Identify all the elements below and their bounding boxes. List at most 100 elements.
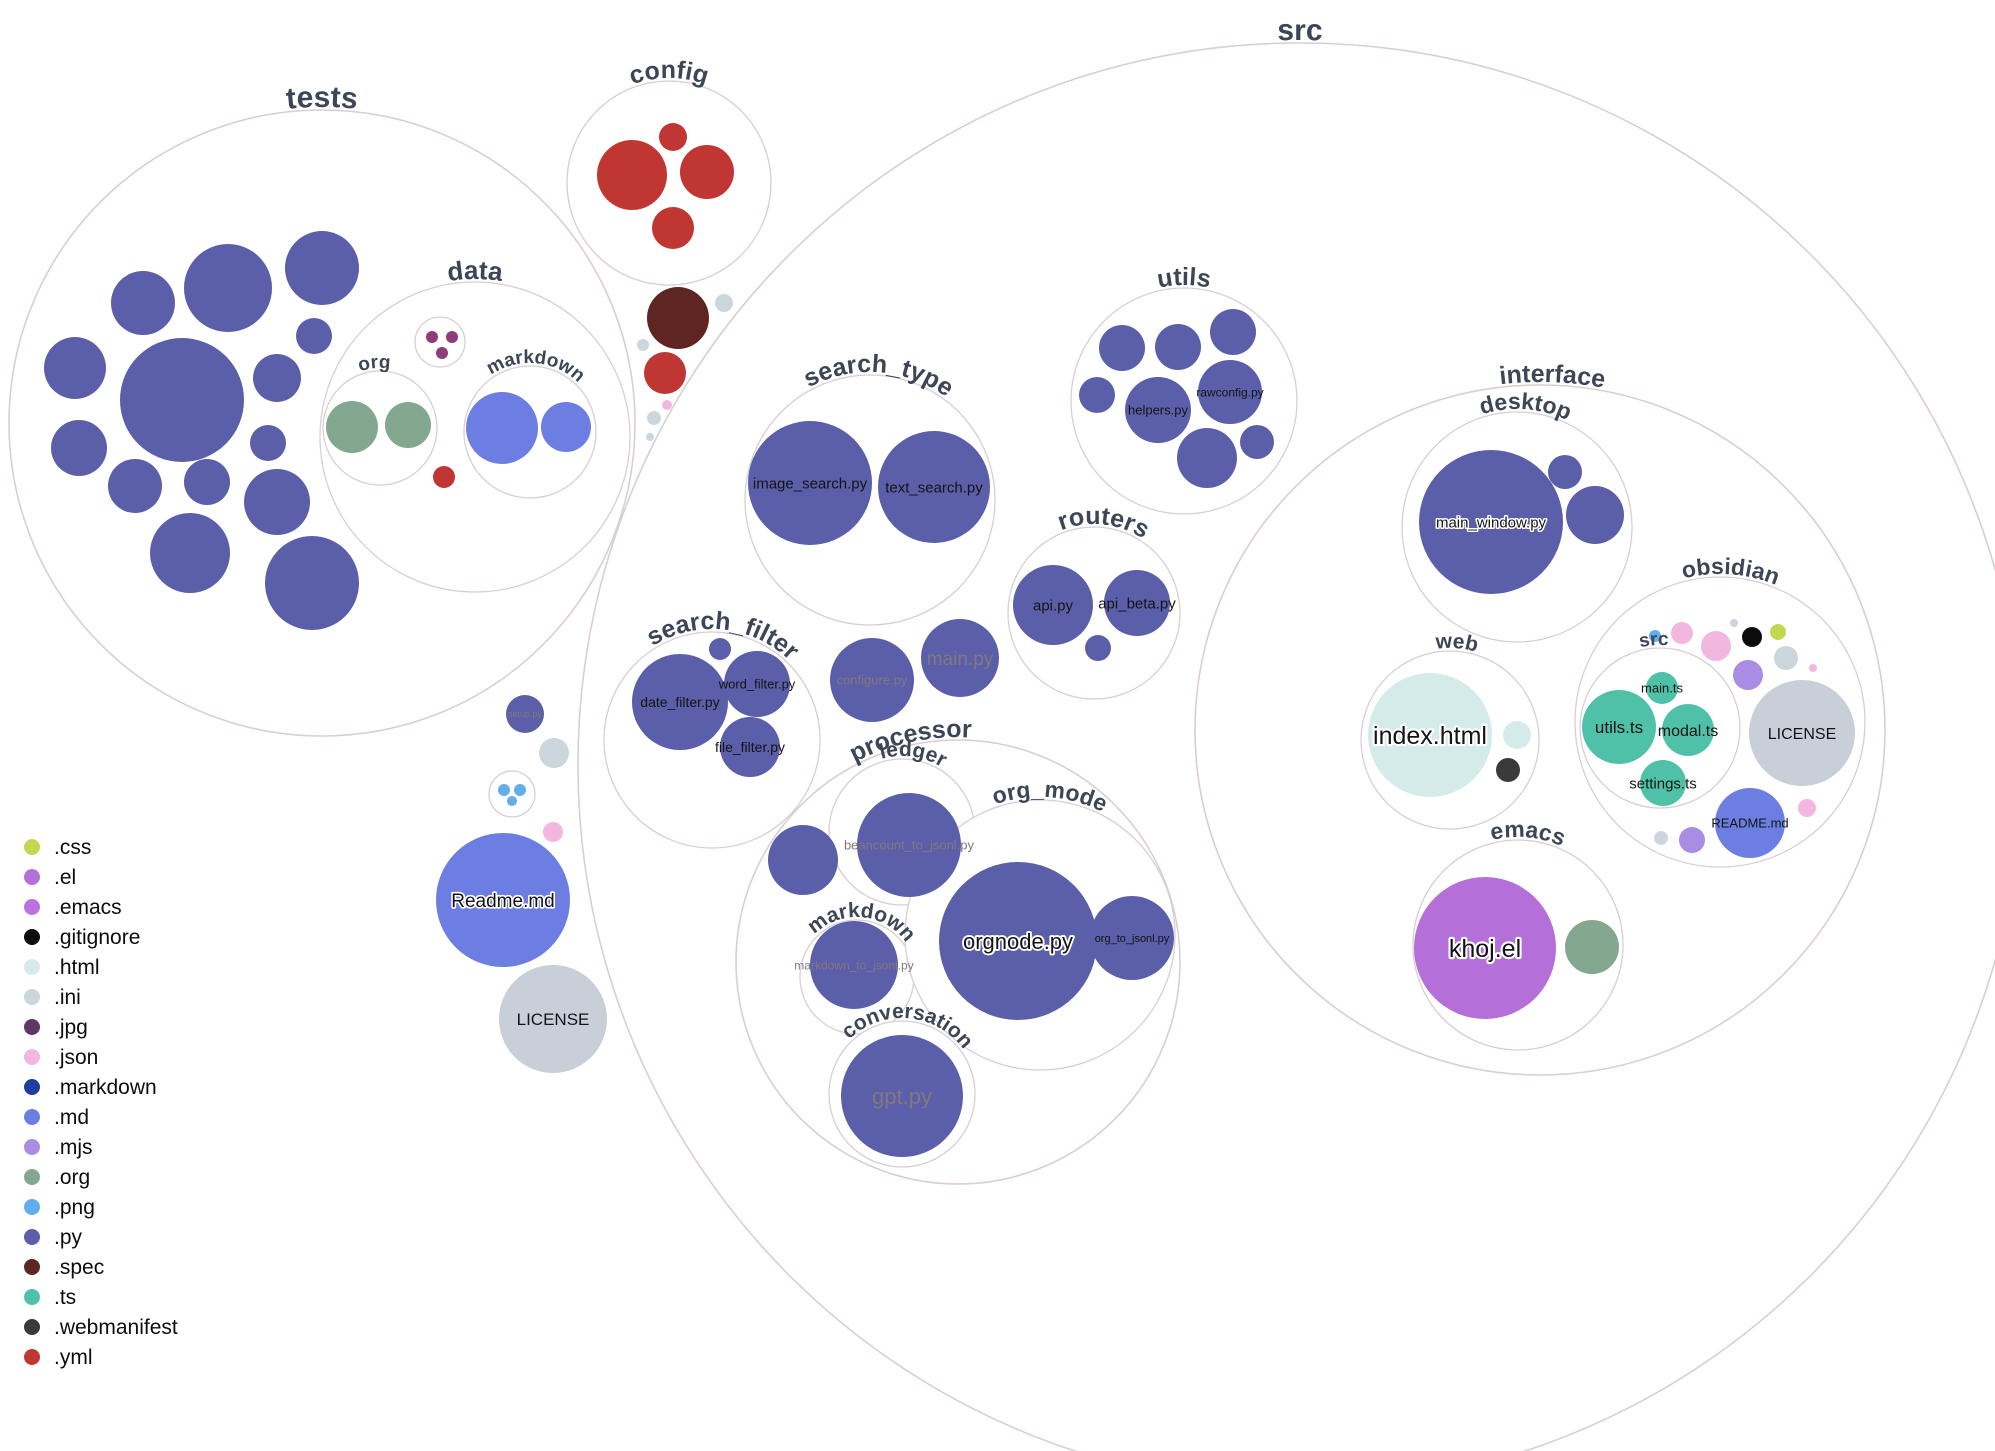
file-circle-settings-ts: [1640, 760, 1686, 806]
file-circle-py-55: [1099, 325, 1145, 371]
file-circle-setup-py: [506, 695, 544, 733]
file-circle-api-py: [1013, 565, 1093, 645]
file-circle-py-3: [44, 337, 106, 399]
file-label-main-py: main.py: [927, 649, 994, 670]
legend-color-dot: [24, 1349, 40, 1365]
file-circle-mjs-86: [1733, 660, 1763, 690]
legend-item-org: .org: [24, 1162, 178, 1192]
file-circle-yml-23: [659, 123, 687, 151]
file-circle-word_filter-py: [724, 651, 790, 717]
extension-legend: .css .el .emacs .gitignore .html .ini .jpg .jso…: [24, 832, 178, 1372]
file-circle-py-9: [184, 459, 230, 505]
file-circle-configure-py: [830, 638, 914, 722]
file-circle-org-14: [326, 401, 378, 453]
file-circle-index-html: [1368, 673, 1492, 797]
dir-label-tests-data-org: org: [356, 352, 391, 376]
file-label-main_window-py: main_window.py: [1436, 514, 1547, 531]
dir-label-src: src: [1277, 14, 1323, 47]
legend-item-yml: .yml: [24, 1342, 178, 1372]
file-circle-LICENSE: [499, 965, 607, 1073]
file-circle-gpt-py: [841, 1035, 963, 1157]
legend-extension-label: .mjs: [54, 1135, 93, 1159]
legend-item-mjs: .mjs: [24, 1132, 178, 1162]
legend-extension-label: .md: [54, 1105, 90, 1129]
legend-color-dot: [24, 1169, 40, 1185]
legend-extension-label: .org: [54, 1165, 91, 1189]
file-circle-py-6: [296, 318, 332, 354]
legend-item-css: .css: [24, 832, 178, 862]
legend-color-dot: [24, 1079, 40, 1095]
file-circle-py-48: [709, 638, 731, 660]
file-circle-jpg-16: [426, 331, 438, 343]
dir-circle-search_filter: [603, 631, 821, 849]
dir-label-tests-data: data: [446, 255, 506, 287]
file-circle-orgnode-py: [939, 862, 1097, 1020]
file-circle-beancount_to_jsonl-py: [857, 793, 961, 897]
legend-item-json: .json: [24, 1042, 178, 1072]
legend-extension-label: .el: [54, 865, 77, 889]
file-label-modal-ts: modal.ts: [1658, 723, 1718, 740]
file-circle-yml-21: [433, 466, 455, 488]
dir-label-interface-obsidian-src: src: [1637, 629, 1669, 652]
legend-extension-label: .gitignore: [54, 925, 141, 949]
file-label-beancount_to_jsonl-py: beancount_to_jsonl.py: [844, 838, 975, 853]
file-circle-ini-28: [637, 339, 649, 351]
file-circle-text_search-py: [878, 431, 990, 543]
legend-extension-label: .spec: [54, 1255, 105, 1279]
file-label-api-py: api.py: [1033, 597, 1074, 614]
file-circle-date_filter-py: [632, 654, 728, 750]
legend-extension-label: .py: [54, 1225, 83, 1249]
file-circle-helpers-py: [1125, 377, 1191, 443]
file-circle-json-89: [1798, 799, 1816, 817]
dir-circle-interface-obsidian-src: [1579, 647, 1741, 809]
dir-circle-root-assets: [488, 770, 536, 818]
file-label-setup-py: setup.py: [508, 709, 543, 719]
file-circle-py-7: [51, 420, 107, 476]
file-circle-image_search-py: [748, 421, 872, 545]
legend-color-dot: [24, 959, 40, 975]
file-circle-markdown_to_jsonl-py: [810, 921, 898, 1009]
file-label-Readme-md: Readme.md: [451, 891, 555, 912]
dir-label-utils: utils: [1155, 263, 1213, 294]
legend-item-md: .md: [24, 1102, 178, 1132]
legend-item-png: .png: [24, 1192, 178, 1222]
file-label-org_to_jsonl-py: org_to_jsonl.py: [1095, 933, 1170, 945]
file-circle-png-36: [514, 784, 526, 796]
file-circle-khoj-el: [1414, 877, 1556, 1019]
file-circle-py-61: [1177, 428, 1237, 488]
file-circle-main_window-py: [1419, 450, 1563, 594]
file-circle-file_filter-py: [720, 717, 780, 777]
file-circle-Readme-md: [436, 833, 570, 967]
file-circle-spec-26: [647, 287, 709, 349]
file-circle-html-70: [1503, 721, 1531, 749]
file-label-rawconfig-py: rawconfig.py: [1196, 385, 1263, 399]
dir-label-tests: tests: [285, 81, 360, 116]
file-circle-py-67: [1548, 455, 1582, 489]
file-circle-md-19: [466, 392, 538, 464]
file-circle-utils-ts: [1582, 690, 1656, 764]
file-circle-css-83: [1770, 624, 1786, 640]
file-circle-py-8: [108, 459, 162, 513]
legend-item-el: .el: [24, 862, 178, 892]
file-circle-org_to_jsonl-py: [1090, 896, 1174, 980]
legend-color-dot: [24, 1259, 40, 1275]
legend-item-ts: .ts: [24, 1282, 178, 1312]
file-circle-py-10: [250, 425, 286, 461]
legend-color-dot: [24, 989, 40, 1005]
legend-extension-label: .markdown: [54, 1075, 157, 1099]
file-circle-main-ts: [1646, 672, 1678, 704]
file-label-helpers-py: helpers.py: [1128, 403, 1188, 418]
legend-color-dot: [24, 869, 40, 885]
legend-extension-label: .jpg: [54, 1015, 88, 1039]
legend-extension-label: .webmanifest: [54, 1315, 178, 1339]
legend-item-ini: .ini: [24, 982, 178, 1012]
file-circle-webmanifest-71: [1496, 758, 1520, 782]
file-label-main-ts: main.ts: [1641, 681, 1683, 696]
file-circle-yml-29: [644, 352, 686, 394]
file-circle-ini-81: [1730, 619, 1738, 627]
legend-color-dot: [24, 1289, 40, 1305]
file-circle-py-2: [285, 231, 359, 305]
legend-color-dot: [24, 1109, 40, 1125]
legend-extension-label: .png: [54, 1195, 95, 1219]
file-circle-yml-24: [680, 145, 734, 199]
